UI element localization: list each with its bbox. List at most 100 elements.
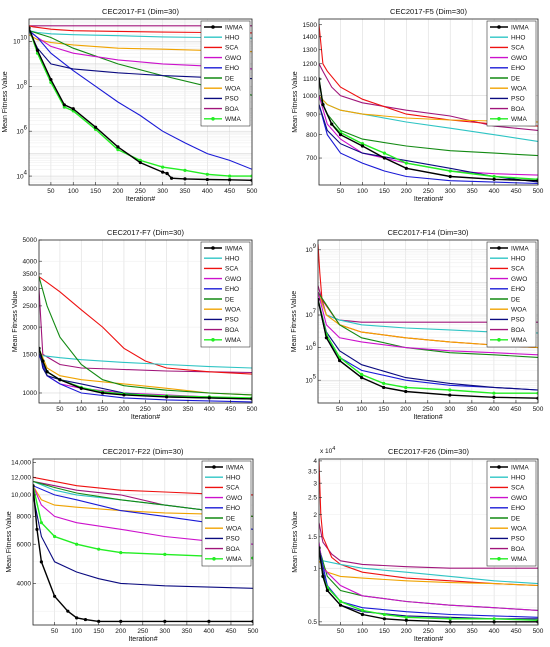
marker-wma [53, 534, 57, 539]
legend-label: DE [226, 515, 236, 522]
marker-iwma [382, 156, 386, 160]
x-tick-label: 350 [180, 188, 191, 195]
legend-marker [211, 246, 215, 250]
y-tick-label: 900 [306, 111, 317, 118]
y-tick-label: 106 [305, 342, 316, 352]
legend-marker [211, 25, 215, 29]
x-tick-label: 300 [444, 406, 455, 413]
legend-label: WMA [511, 337, 528, 344]
y-tick-label: 4000 [23, 258, 38, 265]
series-line-sca [29, 25, 252, 34]
legend-label: HHO [511, 475, 525, 482]
marker-wma [183, 168, 187, 172]
marker-iwma [183, 177, 187, 181]
series-line-sca [39, 276, 252, 375]
legend-label: IWMA [225, 24, 243, 31]
marker-wma [492, 174, 496, 179]
marker-iwma [492, 620, 496, 624]
marker-iwma [338, 358, 342, 363]
marker-iwma [448, 620, 452, 624]
y-tick-label: 800 [306, 132, 317, 139]
legend-label: PSO [225, 96, 239, 103]
legend-label: WMA [225, 116, 242, 123]
marker-wma [360, 372, 364, 377]
legend-label: PSO [511, 536, 525, 543]
marker-iwma [404, 389, 408, 394]
marker-iwma [165, 395, 169, 399]
x-tick-label: 300 [445, 188, 456, 195]
y-tick-label: 3 [313, 480, 317, 487]
x-tick-label: 300 [159, 628, 170, 635]
legend-label: EHO [225, 286, 239, 293]
marker-wma [492, 617, 496, 621]
series-line-boa [319, 522, 538, 569]
x-tick-label: 350 [181, 628, 192, 635]
chart-title: CEC2017-F22 (Dim=30) [102, 447, 184, 456]
x-tick-label: 50 [56, 406, 64, 413]
marker-iwma [338, 133, 343, 137]
x-tick-label: 150 [90, 188, 101, 195]
marker-iwma [382, 385, 386, 390]
y-tick-label: 8000 [17, 514, 32, 521]
y-tick-label: 5000 [23, 237, 38, 244]
marker-iwma [71, 107, 75, 111]
y-tick-label: 10,000 [11, 492, 31, 499]
marker-wma [404, 385, 408, 390]
legend: IWMA HHO SCA GWO EHO DE WOA PSO BOA WMA [201, 460, 252, 567]
y-axis-label: Mean Fitness Value [2, 71, 9, 132]
marker-wma [360, 608, 365, 612]
marker-iwma [330, 122, 334, 126]
legend-label: BOA [225, 327, 239, 334]
chart-title: CEC2017-F7 (Dim=30) [107, 228, 184, 237]
x-tick-label: 350 [467, 628, 478, 635]
y-tick-label: 1000 [23, 390, 38, 397]
y-exponent-label: x 104 [320, 446, 335, 455]
x-tick-label: 500 [247, 406, 258, 413]
series-line-pso [33, 494, 253, 589]
y-tick-label: 0.5 [308, 619, 317, 626]
marker-iwma [35, 48, 40, 52]
legend-label: WOA [511, 307, 527, 314]
x-tick-label: 100 [68, 188, 79, 195]
legend-label: BOA [511, 327, 525, 334]
legend-label: GWO [225, 276, 241, 283]
marker-wma [360, 142, 365, 146]
x-tick-label: 250 [423, 188, 434, 195]
x-tick-label: 150 [97, 406, 108, 413]
legend-marker [497, 557, 501, 561]
x-tick-label: 400 [488, 406, 499, 413]
marker-wma [382, 151, 386, 155]
x-tick-label: 250 [140, 406, 151, 413]
series-line-iwma [319, 547, 538, 623]
x-tick-label: 50 [337, 628, 345, 635]
x-tick-label: 300 [161, 406, 172, 413]
series-line-de [39, 276, 252, 396]
x-tick-label: 400 [202, 188, 213, 195]
marker-iwma [93, 125, 98, 129]
y-tick-label: 4 [313, 458, 317, 465]
marker-iwma [360, 376, 364, 380]
x-tick-label: 500 [533, 188, 544, 195]
y-tick-label: 6000 [17, 541, 32, 548]
marker-iwma [39, 560, 43, 564]
marker-iwma [119, 619, 123, 623]
series-line-eho [319, 547, 538, 618]
x-tick-label: 200 [115, 628, 126, 635]
marker-wma [97, 547, 101, 551]
y-tick-label: 104 [16, 170, 27, 180]
marker-iwma [492, 177, 496, 181]
y-tick-label: 1 [313, 565, 317, 572]
legend-label: IWMA [226, 464, 244, 471]
legend-label: HHO [511, 256, 525, 263]
legend-label: SCA [225, 266, 239, 273]
marker-wma [338, 599, 343, 604]
x-tick-label: 50 [337, 188, 345, 195]
marker-iwma [228, 178, 232, 182]
marker-iwma [492, 395, 496, 399]
series-line-pso [29, 30, 252, 80]
legend-label: SCA [511, 266, 525, 273]
series-lines [319, 460, 538, 624]
marker-wma [404, 615, 408, 619]
legend-label: WOA [511, 86, 527, 93]
x-tick-label: 400 [203, 628, 214, 635]
